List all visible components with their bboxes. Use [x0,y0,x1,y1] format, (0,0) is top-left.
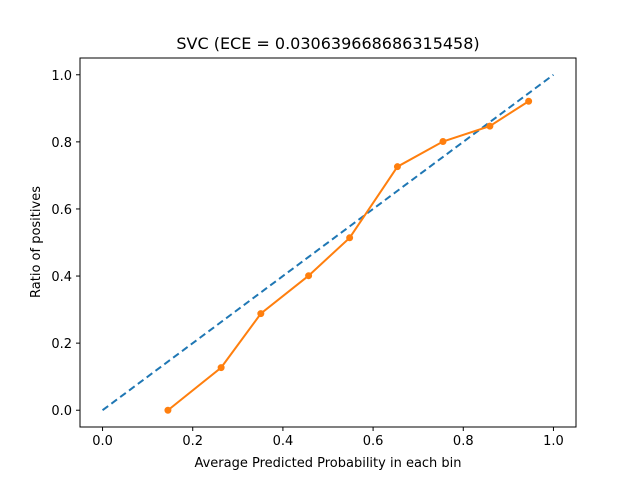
y-tick-label: 0.0 [51,404,72,419]
plot-area: 0.0 0.2 0.4 0.6 0.8 1.0 0.0 0.2 0.4 0.6 0.8 1.0 [51,57,577,449]
x-tick-label: 0.8 [453,434,474,449]
y-tick-label: 0.8 [51,136,72,151]
y-tick-label: 0.2 [51,337,72,352]
calibration-point [393,163,401,171]
calibration-point [305,272,313,280]
chart-title: SVC (ECE = 0.030639668686315458) [176,34,479,53]
axes-frame [79,57,577,428]
y-tick-label: 1.0 [51,69,72,84]
calibration-point [346,234,354,242]
x-tick-label: 0.6 [363,434,384,449]
calibration-point [486,122,494,130]
x-tick-label: 0.0 [92,434,113,449]
y-axis-title: Ratio of positives [29,186,44,298]
x-axis-title: Average Predicted Probability in each bi… [194,456,461,471]
calibration-point [525,97,533,105]
y-tick-label: 0.4 [51,270,72,285]
x-tick-label: 0.4 [273,434,294,449]
calibration-point [439,138,447,146]
calibration-point [164,406,172,414]
calibration-point [257,310,265,318]
x-tick-label: 0.2 [182,434,203,449]
y-tick-label: 0.6 [51,203,72,218]
x-tick-label: 1.0 [543,434,564,449]
calibration-point [217,364,225,372]
